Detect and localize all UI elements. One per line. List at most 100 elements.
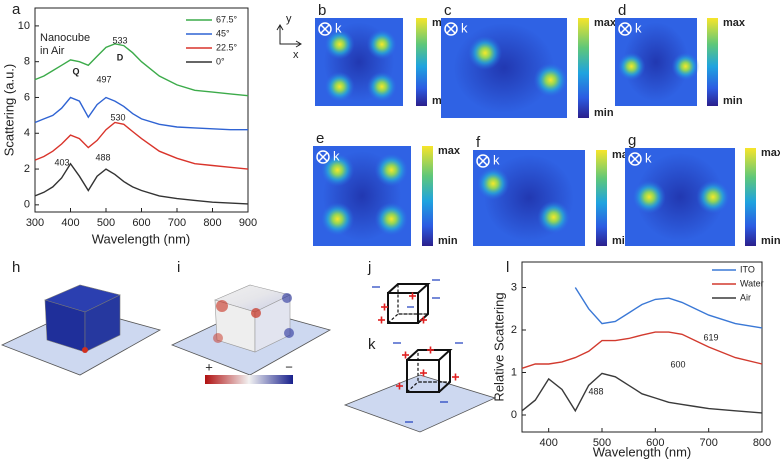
plus-label: + — [205, 359, 213, 374]
y-tick-label: 10 — [18, 20, 30, 32]
peak-label: 488 — [588, 386, 603, 396]
colorbar — [596, 150, 607, 246]
k-symbol — [446, 24, 456, 34]
y-tick-label: 6 — [24, 91, 30, 103]
k-symbol — [318, 22, 332, 36]
colorbar-max: max — [723, 17, 746, 29]
hotspot — [320, 202, 355, 236]
panel-label: k — [368, 336, 376, 353]
peak-label: D — [117, 52, 124, 62]
k-label: k — [493, 152, 500, 167]
k-symbol — [316, 150, 330, 164]
panel-label: l — [506, 259, 509, 276]
panel-label: g — [628, 132, 636, 149]
panel-label: i — [177, 259, 180, 276]
hotspot — [537, 200, 570, 234]
panel-label: e — [316, 130, 324, 147]
y-tick-label: 0 — [511, 409, 517, 421]
x-tick-label: 400 — [539, 437, 557, 449]
x-tick-label: 700 — [168, 217, 186, 229]
colorbar — [422, 146, 433, 246]
colorbar-max: max — [594, 17, 617, 29]
peak-label: 619 — [703, 332, 718, 342]
note: in Air — [40, 45, 65, 57]
minus-label: − — [285, 359, 293, 374]
peak-label: 530 — [110, 112, 125, 122]
k-label: k — [333, 148, 340, 163]
panel-k-drawing — [343, 342, 497, 433]
colorbar-max: max — [438, 145, 461, 157]
x-tick-label: 800 — [753, 437, 771, 449]
legend-label: 0° — [216, 56, 225, 66]
plot-frame — [521, 261, 763, 433]
x-tick-label: 600 — [132, 217, 150, 229]
k-symbol — [320, 24, 330, 34]
x-tick-label: 300 — [26, 217, 44, 229]
hotspot — [468, 36, 503, 70]
colorbar-min: min — [438, 235, 458, 247]
k-symbol — [630, 154, 640, 164]
x-axis-label: Wavelength (nm) — [593, 444, 692, 459]
panel-label: h — [12, 259, 20, 276]
colorbar — [578, 18, 589, 118]
panel-h-drawing — [0, 284, 162, 376]
legend-label: ITO — [740, 264, 755, 274]
legend-label: 22.5° — [216, 42, 238, 52]
y-tick-label: 8 — [24, 56, 30, 68]
k-symbol — [620, 24, 630, 34]
axes-glyph — [276, 24, 302, 48]
panel-label: f — [476, 134, 481, 151]
panel-label: d — [618, 2, 626, 19]
y-axis-label: Relative Scattering — [491, 292, 506, 401]
k-symbol — [444, 22, 458, 36]
series-line — [521, 331, 763, 369]
hotspot — [374, 153, 409, 187]
x-tick-label: 800 — [203, 217, 221, 229]
x-axis-label: Wavelength (nm) — [92, 231, 191, 246]
colorbar-max: max — [761, 147, 780, 159]
hotspot — [374, 202, 409, 236]
x-tick-label: 600 — [646, 437, 664, 449]
axis-glyph-label: y — [286, 13, 292, 25]
legend-label: Air — [740, 292, 751, 302]
hotspot — [533, 63, 568, 97]
note: Nanocube — [40, 32, 90, 44]
x-tick-label: 500 — [97, 217, 115, 229]
y-tick-label: 2 — [24, 163, 30, 175]
k-symbol — [618, 22, 632, 36]
y-tick-label: 2 — [511, 324, 517, 336]
peak-label: 497 — [96, 74, 111, 84]
colorbar — [416, 18, 427, 106]
hotspot — [617, 52, 646, 81]
y-tick-label: 0 — [24, 199, 30, 211]
colorbar-min: min — [594, 107, 614, 119]
colorbar — [745, 148, 756, 246]
hotspot — [366, 29, 397, 60]
k-label: k — [461, 20, 468, 35]
y-tick-label: 3 — [511, 281, 517, 293]
legend-label: 45° — [216, 28, 230, 38]
k-label: k — [335, 20, 342, 35]
x-tick-label: 900 — [239, 217, 257, 229]
panel-label: a — [12, 1, 21, 18]
hotspot — [632, 180, 666, 214]
series-line — [34, 121, 249, 170]
k-symbol — [318, 152, 328, 162]
panel-label: c — [444, 2, 452, 19]
series-line — [521, 372, 763, 414]
panel-j-drawing — [372, 279, 440, 324]
colorbar — [707, 18, 718, 106]
hotspot — [324, 71, 355, 102]
k-symbol — [476, 154, 490, 168]
heatmap-core — [636, 152, 724, 242]
series-line — [34, 43, 249, 97]
hotspot — [476, 167, 510, 200]
colorbar-min: min — [723, 95, 743, 107]
hotspot — [320, 153, 355, 187]
series-line — [34, 96, 248, 131]
peak-label: 403 — [54, 157, 69, 167]
y-tick-label: 4 — [24, 127, 30, 139]
hotspot — [366, 71, 397, 102]
series-line — [34, 162, 249, 205]
